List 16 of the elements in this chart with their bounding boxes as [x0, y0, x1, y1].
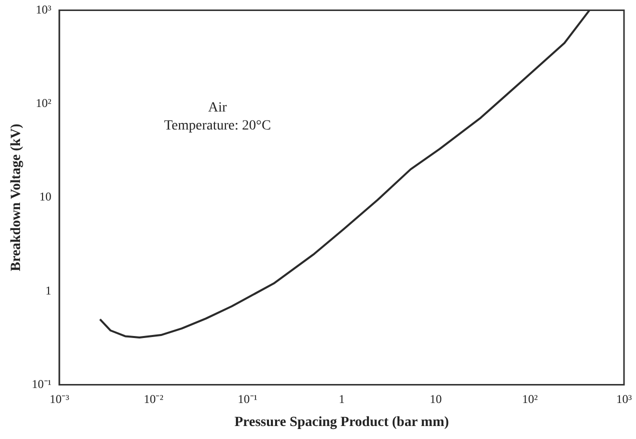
annotation: Air: [208, 100, 228, 116]
x-axis-title: Pressure Spacing Product (bar mm): [234, 415, 450, 430]
annotation: Temperature: 20°C: [164, 118, 271, 134]
x-tick-label: 10: [430, 392, 442, 406]
y-tick-label: 1: [45, 283, 52, 298]
x-tick-label: 10⁻²: [144, 392, 164, 406]
x-tick-label: 10³: [616, 392, 632, 406]
x-tick-label: 1: [338, 392, 345, 406]
y-axis-title: Breakdown Voltage (kV): [9, 123, 24, 272]
y-tick-label: 10³: [36, 2, 52, 16]
x-tick-label: 10²: [522, 392, 538, 406]
x-tick-label: 10⁻³: [50, 392, 70, 406]
x-tick-label: 10⁻¹: [238, 392, 258, 406]
y-tick-label: 10²: [36, 96, 52, 110]
y-tick-label: 10⁻¹: [32, 376, 52, 391]
y-tick-label: 10: [39, 190, 52, 204]
